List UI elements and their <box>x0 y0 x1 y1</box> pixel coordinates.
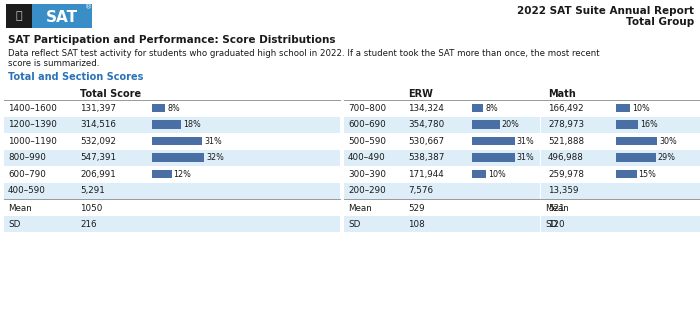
FancyBboxPatch shape <box>4 182 340 199</box>
Text: 120: 120 <box>548 220 565 229</box>
Text: 500–590: 500–590 <box>348 137 386 146</box>
Text: 532,092: 532,092 <box>80 137 116 146</box>
Text: 547,391: 547,391 <box>80 153 116 162</box>
Text: 529: 529 <box>408 203 425 213</box>
FancyBboxPatch shape <box>616 153 656 162</box>
FancyBboxPatch shape <box>472 170 486 178</box>
Text: 1400–1600: 1400–1600 <box>8 104 57 113</box>
FancyBboxPatch shape <box>152 104 165 112</box>
Text: 166,492: 166,492 <box>548 104 584 113</box>
FancyBboxPatch shape <box>152 153 204 162</box>
FancyBboxPatch shape <box>541 182 700 199</box>
FancyBboxPatch shape <box>4 149 340 166</box>
FancyBboxPatch shape <box>541 215 700 232</box>
Text: 8%: 8% <box>485 104 498 113</box>
Text: Total Score: Total Score <box>80 89 141 99</box>
FancyBboxPatch shape <box>344 215 540 232</box>
Text: 216: 216 <box>80 220 97 229</box>
Text: 5,291: 5,291 <box>80 186 105 195</box>
Text: 700–800: 700–800 <box>348 104 386 113</box>
Text: 31%: 31% <box>204 137 222 146</box>
Text: 12%: 12% <box>174 170 191 179</box>
Text: 13,359: 13,359 <box>548 186 578 195</box>
Text: 16%: 16% <box>640 120 658 129</box>
Text: 314,516: 314,516 <box>80 120 116 129</box>
FancyBboxPatch shape <box>4 116 340 133</box>
Text: 108: 108 <box>408 220 425 229</box>
Text: 538,387: 538,387 <box>408 153 444 162</box>
Text: 10%: 10% <box>488 170 505 179</box>
Text: 7,576: 7,576 <box>408 186 433 195</box>
Text: 600–690: 600–690 <box>348 120 386 129</box>
FancyBboxPatch shape <box>152 137 202 145</box>
FancyBboxPatch shape <box>344 149 540 166</box>
FancyBboxPatch shape <box>616 104 630 112</box>
Text: 600–790: 600–790 <box>8 170 46 179</box>
Text: Mean: Mean <box>348 203 372 213</box>
FancyBboxPatch shape <box>152 120 181 129</box>
FancyBboxPatch shape <box>344 116 540 133</box>
Text: 206,991: 206,991 <box>80 170 116 179</box>
Text: SD: SD <box>8 220 20 229</box>
Text: SD: SD <box>348 220 360 229</box>
Text: 2022 SAT Suite Annual Report: 2022 SAT Suite Annual Report <box>517 6 694 16</box>
Text: 300–390: 300–390 <box>348 170 386 179</box>
Text: Data reflect SAT test activity for students who graduated high school in 2022. I: Data reflect SAT test activity for stude… <box>8 48 600 57</box>
Text: 31%: 31% <box>517 137 534 146</box>
Text: 18%: 18% <box>183 120 201 129</box>
Text: ®: ® <box>85 4 92 10</box>
Text: 131,397: 131,397 <box>80 104 116 113</box>
FancyBboxPatch shape <box>616 120 638 129</box>
FancyBboxPatch shape <box>616 137 657 145</box>
Text: 259,978: 259,978 <box>548 170 584 179</box>
Text: 1000–1190: 1000–1190 <box>8 137 57 146</box>
Text: SD: SD <box>545 220 557 229</box>
Text: 354,780: 354,780 <box>408 120 444 129</box>
FancyBboxPatch shape <box>6 4 32 28</box>
Text: 496,988: 496,988 <box>548 153 584 162</box>
Text: 10%: 10% <box>631 104 650 113</box>
FancyBboxPatch shape <box>32 4 92 28</box>
FancyBboxPatch shape <box>472 137 514 145</box>
Text: 29%: 29% <box>658 153 676 162</box>
Text: 134,324: 134,324 <box>408 104 444 113</box>
Text: Math: Math <box>548 89 575 99</box>
Text: ERW: ERW <box>408 89 433 99</box>
FancyBboxPatch shape <box>541 116 700 133</box>
FancyBboxPatch shape <box>472 104 483 112</box>
Text: 521: 521 <box>548 203 565 213</box>
Text: 800–990: 800–990 <box>8 153 46 162</box>
Text: 31%: 31% <box>517 153 534 162</box>
Text: 1050: 1050 <box>80 203 102 213</box>
FancyBboxPatch shape <box>344 182 540 199</box>
Text: 32%: 32% <box>206 153 224 162</box>
FancyBboxPatch shape <box>472 120 500 129</box>
Text: SAT Participation and Performance: Score Distributions: SAT Participation and Performance: Score… <box>8 35 335 45</box>
Text: 1200–1390: 1200–1390 <box>8 120 57 129</box>
Text: Mean: Mean <box>8 203 32 213</box>
FancyBboxPatch shape <box>152 170 172 178</box>
Text: 278,973: 278,973 <box>548 120 584 129</box>
FancyBboxPatch shape <box>616 170 636 178</box>
Text: 30%: 30% <box>659 137 677 146</box>
Text: 400–490: 400–490 <box>348 153 386 162</box>
Text: 171,944: 171,944 <box>408 170 444 179</box>
Text: score is summarized.: score is summarized. <box>8 58 99 68</box>
FancyBboxPatch shape <box>472 153 514 162</box>
Text: 400–590: 400–590 <box>8 186 46 195</box>
Text: 200–290: 200–290 <box>348 186 386 195</box>
Text: 8%: 8% <box>167 104 180 113</box>
Text: 20%: 20% <box>501 120 519 129</box>
Text: 521,888: 521,888 <box>548 137 584 146</box>
FancyBboxPatch shape <box>4 215 340 232</box>
Text: Total and Section Scores: Total and Section Scores <box>8 72 143 82</box>
Text: ⛨: ⛨ <box>15 11 22 21</box>
Text: SAT: SAT <box>46 9 78 24</box>
Text: 15%: 15% <box>638 170 657 179</box>
Text: Total Group: Total Group <box>626 17 694 27</box>
Text: Mean: Mean <box>545 203 568 213</box>
FancyBboxPatch shape <box>541 149 700 166</box>
Text: 530,667: 530,667 <box>408 137 444 146</box>
